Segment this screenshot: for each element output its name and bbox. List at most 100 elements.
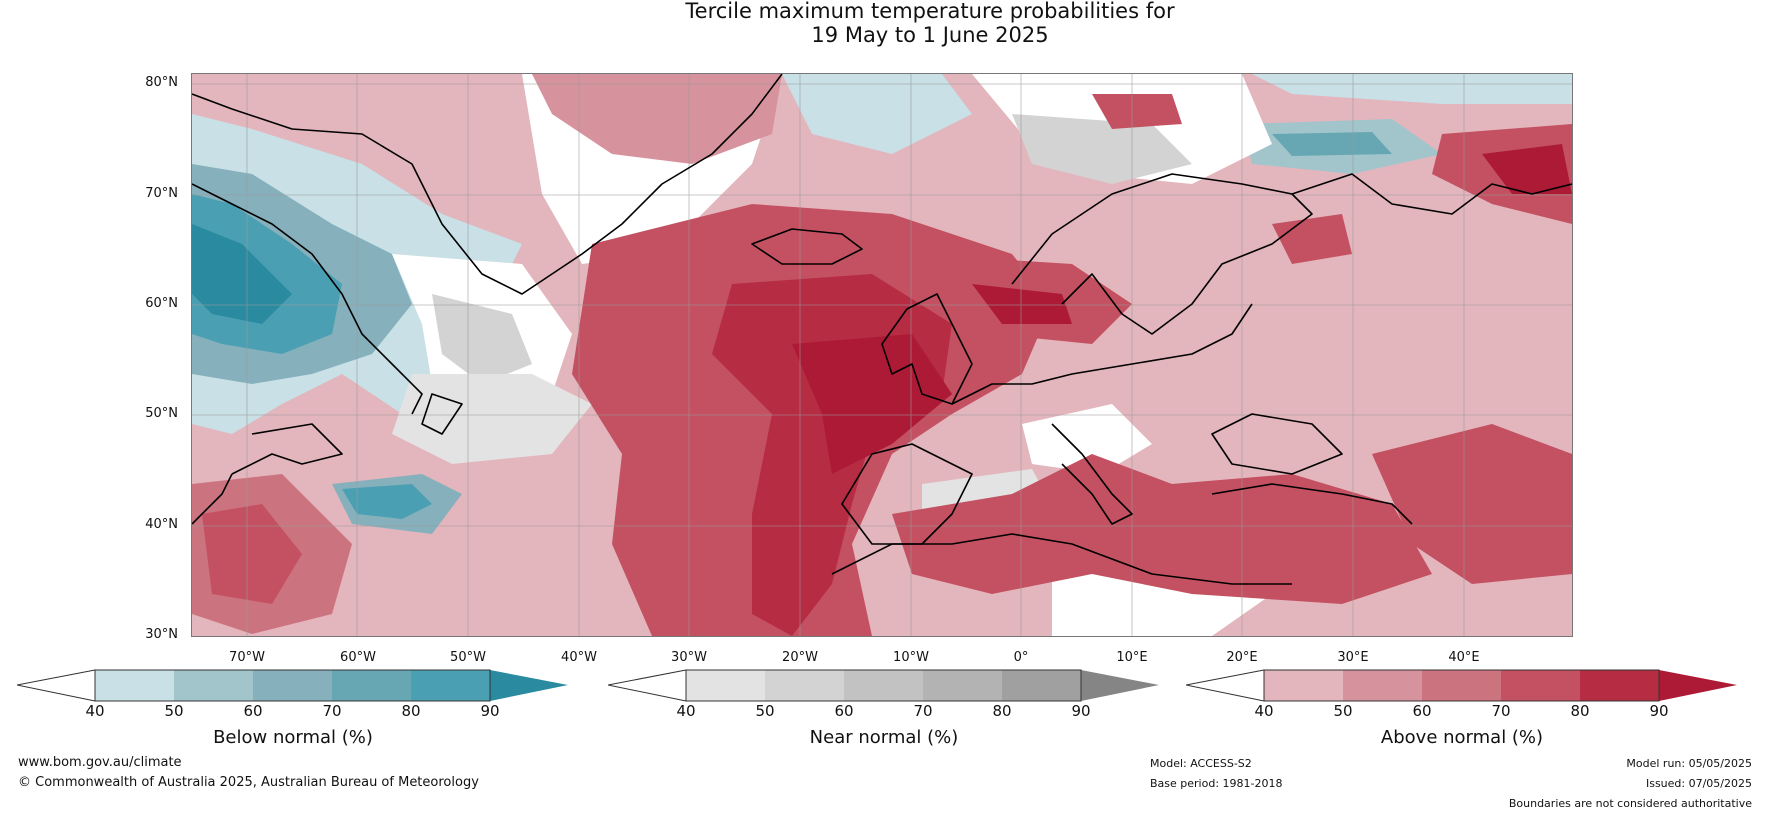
region-above-east-med xyxy=(1372,424,1572,584)
lon-label-40w: 40°W xyxy=(561,650,597,665)
colorbar-near xyxy=(608,668,1160,703)
region-below-svalbard xyxy=(1252,74,1572,104)
lon-label-40e: 40°E xyxy=(1448,650,1480,665)
lon-label-20w: 20°W xyxy=(782,650,818,665)
above-tick-40: 40 xyxy=(1254,702,1274,720)
above-band-5 xyxy=(1580,670,1659,701)
lon-label-10w: 10°W xyxy=(893,650,929,665)
colorbar-near-label: Near normal (%) xyxy=(809,727,959,748)
coast-iberia xyxy=(841,443,973,545)
coast-nova-scotia xyxy=(231,423,343,475)
lon-label-20e: 20°E xyxy=(1226,650,1258,665)
above-extend-low xyxy=(1186,669,1265,702)
lat-label-30n: 30°N xyxy=(145,627,178,642)
coast-north-africa xyxy=(831,533,1292,585)
issued-date: Issued: 07/05/2025 xyxy=(1645,777,1752,790)
colorbar-near-graphic xyxy=(608,669,1159,702)
near-tick-50: 50 xyxy=(755,702,775,720)
below-extend-low xyxy=(17,669,96,702)
above-tick-70: 70 xyxy=(1491,702,1511,720)
near-tick-80: 80 xyxy=(992,702,1012,720)
near-tick-70: 70 xyxy=(913,702,933,720)
lon-label-50w: 50°W xyxy=(450,650,486,665)
lat-label-60n: 60°N xyxy=(145,296,178,311)
colorbar-above xyxy=(1186,668,1738,703)
above-band-4 xyxy=(1501,670,1580,701)
coast-labrador xyxy=(192,183,423,415)
colorbar-above-label: Above normal (%) xyxy=(1380,727,1544,748)
coast-turkey xyxy=(1211,483,1413,525)
colorbar-below xyxy=(17,668,569,703)
above-band-1 xyxy=(1264,670,1343,701)
region-above-bay-of-biscay xyxy=(792,334,952,474)
above-band-3 xyxy=(1422,670,1501,701)
graticule xyxy=(192,74,1572,636)
below-extend-high xyxy=(490,670,568,701)
region-above-mediterranean xyxy=(892,454,1432,604)
above-tick-90: 90 xyxy=(1649,702,1669,720)
region-above-russia-core xyxy=(1482,144,1572,194)
region-above-us-east-core xyxy=(202,504,302,604)
near-band-5 xyxy=(1002,670,1081,701)
website-link[interactable]: www.bom.gov.au/climate xyxy=(18,755,182,770)
lon-label-0: 0° xyxy=(1013,650,1029,665)
below-band-3 xyxy=(253,670,332,701)
coast-iceland xyxy=(751,228,863,265)
coast-black-sea xyxy=(1211,413,1343,475)
probability-map xyxy=(191,73,1573,637)
near-extend-low xyxy=(608,669,687,702)
lon-label-30w: 30°W xyxy=(671,650,707,665)
region-near-arctic-grey xyxy=(1012,114,1192,184)
region-near-alps xyxy=(1022,404,1152,474)
coast-italy xyxy=(1051,423,1133,525)
colorbar-above-graphic xyxy=(1186,669,1737,702)
below-band-2 xyxy=(174,670,253,701)
region-above-novaya xyxy=(1092,94,1182,129)
coast-british-isles xyxy=(881,293,973,405)
copyright-text: © Commonwealth of Australia 2025, Austra… xyxy=(18,775,479,790)
below-band-1 xyxy=(95,670,174,701)
lat-label-70n: 70°N xyxy=(145,186,178,201)
region-below-arctic-north xyxy=(782,74,972,154)
below-tick-40: 40 xyxy=(85,702,105,720)
above-tick-80: 80 xyxy=(1570,702,1590,720)
above-tick-50: 50 xyxy=(1333,702,1353,720)
near-tick-60: 60 xyxy=(834,702,854,720)
near-extend-high xyxy=(1081,670,1159,701)
below-tick-90: 90 xyxy=(480,702,500,720)
coast-us-east xyxy=(192,473,233,525)
disclaimer: Boundaries are not considered authoritat… xyxy=(1508,797,1752,810)
model-name: Model: ACCESS-S2 xyxy=(1150,757,1252,770)
lon-label-60w: 60°W xyxy=(340,650,376,665)
lon-label-70w: 70°W xyxy=(229,650,265,665)
coast-scandinavia xyxy=(1011,173,1313,335)
region-above-arctic-ocean xyxy=(532,74,782,164)
region-near-newfoundland-grey xyxy=(432,294,532,384)
region-below-barents-core xyxy=(1272,132,1392,156)
lon-label-10e: 10°E xyxy=(1116,650,1148,665)
region-below-canada-deep xyxy=(192,224,292,324)
colorbar-below-graphic xyxy=(17,669,568,702)
near-band-3 xyxy=(844,670,923,701)
below-tick-80: 80 xyxy=(401,702,421,720)
near-band-2 xyxy=(765,670,844,701)
above-tick-60: 60 xyxy=(1412,702,1432,720)
lon-label-30e: 30°E xyxy=(1337,650,1369,665)
title-line-2: 19 May to 1 June 2025 xyxy=(811,23,1049,47)
below-tick-50: 50 xyxy=(164,702,184,720)
near-tick-90: 90 xyxy=(1071,702,1091,720)
above-band-2 xyxy=(1343,670,1422,701)
lat-label-80n: 80°N xyxy=(145,75,178,90)
near-band-1 xyxy=(686,670,765,701)
map-canvas xyxy=(192,74,1572,636)
coast-newfoundland xyxy=(421,393,463,435)
below-tick-70: 70 xyxy=(322,702,342,720)
region-above-north-sea-core xyxy=(972,284,1072,324)
region-below-nova-scotia-core xyxy=(342,484,432,519)
near-band-4 xyxy=(923,670,1002,701)
coast-europe xyxy=(951,303,1253,405)
below-band-4 xyxy=(332,670,411,701)
title-line-1: Tercile maximum temperature probabilitie… xyxy=(685,0,1175,23)
coast-greenland xyxy=(192,74,783,295)
model-run: Model run: 05/05/2025 xyxy=(1626,757,1752,770)
